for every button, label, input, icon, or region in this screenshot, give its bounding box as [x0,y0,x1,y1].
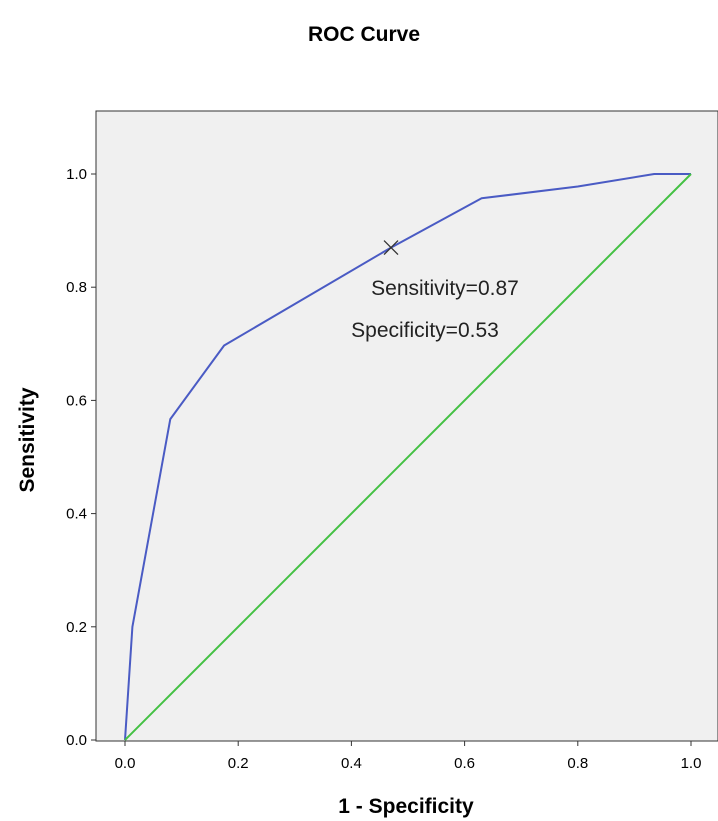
x-tick-label: 0.2 [228,755,249,772]
annotation-sensitivity: Sensitivity=0.87 [371,277,519,300]
y-tick-label: 0.4 [66,506,87,523]
y-tick-label: 0.0 [66,732,87,749]
x-tick-label: 0.8 [567,755,588,772]
y-tick-label: 0.8 [66,279,87,296]
x-tick-label: 0.6 [454,755,475,772]
plot-area [95,110,718,742]
cutoff-point-marker [383,240,399,256]
y-tick-label: 0.6 [66,392,87,409]
x-tick-label: 1.0 [681,755,702,772]
x-tick-label: 0.4 [341,755,362,772]
y-tick-label: 0.2 [66,619,87,636]
y-axis-title: Sensitivity [16,387,39,492]
x-axis-title: 1 - Specificity [338,795,474,818]
x-tick-label: 0.0 [115,755,136,772]
y-tick-label: 1.0 [66,166,87,183]
chart-title: ROC Curve [308,23,420,46]
reference-diagonal-line [124,173,692,741]
annotation-specificity: Specificity=0.53 [351,319,499,342]
